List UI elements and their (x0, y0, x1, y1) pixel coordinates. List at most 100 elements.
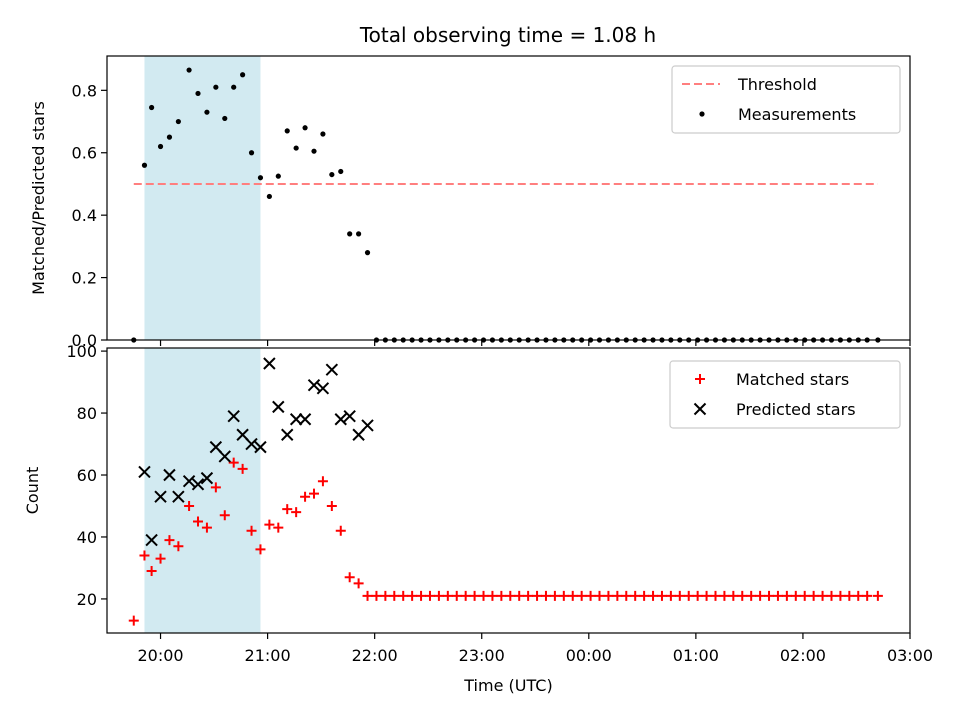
y-axis-label: Count (23, 467, 42, 515)
data-point (228, 457, 239, 468)
data-point (263, 357, 276, 370)
data-point (329, 171, 335, 178)
y-tick-label: 20 (77, 590, 97, 609)
data-point (872, 590, 883, 601)
data-point (281, 428, 294, 441)
data-point (272, 400, 285, 414)
legend-box (669, 360, 901, 429)
data-point (145, 533, 158, 547)
data-point (737, 590, 748, 601)
data-point (204, 109, 210, 115)
series-predicted-stars (138, 357, 374, 547)
y-tick-label: 80 (77, 404, 97, 423)
x-tick-label: 22:00 (352, 646, 398, 665)
data-point (219, 510, 230, 521)
data-point (182, 474, 196, 488)
data-point (398, 590, 409, 601)
data-point (380, 590, 391, 601)
data-point (139, 550, 150, 561)
data-point (451, 590, 462, 601)
data-point (184, 500, 195, 511)
data-point (862, 590, 873, 601)
data-point (248, 150, 255, 156)
data-point (186, 67, 192, 73)
data-point (585, 590, 596, 601)
data-point (317, 476, 328, 487)
data-point (138, 465, 151, 479)
figure-title: Total observing time = 1.08 h (359, 23, 656, 47)
data-point (246, 525, 257, 536)
data-point (558, 590, 569, 601)
data-point (764, 590, 775, 601)
legend-label: Threshold (737, 75, 817, 94)
data-point (469, 590, 480, 601)
data-point (240, 72, 246, 78)
data-point (442, 590, 453, 601)
y-tick-label: 0.4 (72, 206, 97, 225)
data-point (291, 507, 302, 518)
data-point (540, 590, 551, 601)
data-point (257, 175, 264, 181)
data-point (683, 590, 694, 601)
data-point (266, 193, 272, 200)
y-axis-label: Matched/Predicted stars (29, 101, 48, 295)
x-tick-label: 23:00 (459, 646, 505, 665)
data-point (173, 541, 184, 552)
data-point (576, 590, 587, 601)
data-point (237, 463, 248, 474)
data-point (487, 590, 498, 601)
data-point (293, 145, 299, 151)
data-point (364, 250, 371, 256)
data-point (362, 590, 373, 601)
data-point (282, 504, 293, 515)
data-point (163, 468, 176, 482)
data-point (164, 535, 175, 546)
data-point (817, 590, 828, 601)
y-tick-label: 40 (77, 528, 97, 547)
data-point (460, 590, 471, 601)
data-point (407, 590, 418, 601)
data-point (674, 590, 685, 601)
data-point (146, 566, 157, 577)
data-point (781, 590, 792, 601)
y-tick-label: 0.8 (72, 81, 97, 100)
data-point (347, 231, 353, 237)
data-point (200, 471, 214, 485)
data-point (325, 363, 339, 376)
data-point (222, 115, 228, 122)
y-tick-label: 0.6 (72, 144, 97, 163)
data-point (344, 572, 355, 583)
observing-window-span (144, 348, 261, 633)
data-point (853, 590, 864, 601)
data-point (172, 490, 185, 503)
data-point (639, 590, 650, 601)
legend-box (671, 65, 901, 134)
data-point (157, 143, 164, 150)
data-point (532, 590, 543, 601)
axes-frame (106, 55, 911, 341)
data-point (389, 590, 400, 601)
data-point (433, 590, 444, 601)
data-point (835, 590, 846, 601)
observing-window-span (144, 56, 261, 340)
data-point (656, 590, 667, 601)
legend: Matched stars Predicted stars (669, 360, 901, 429)
data-point (308, 488, 319, 499)
data-point (567, 590, 578, 601)
legend: Threshold Measurements (671, 65, 901, 134)
ratio-panel: 0.0 0.2 0.4 0.6 0.8 Matched/Predicted stars Th… (29, 55, 911, 350)
data-point (338, 168, 344, 175)
data-point (343, 409, 356, 423)
data-point (149, 104, 155, 111)
x-tick-label: 02:00 (780, 646, 826, 665)
data-point (665, 590, 676, 601)
data-point (264, 519, 275, 530)
data-point (326, 500, 337, 511)
data-point (692, 590, 703, 601)
data-point (630, 590, 641, 601)
data-point (772, 590, 783, 601)
data-point (335, 525, 346, 536)
data-point (710, 590, 721, 601)
data-point (603, 590, 614, 601)
